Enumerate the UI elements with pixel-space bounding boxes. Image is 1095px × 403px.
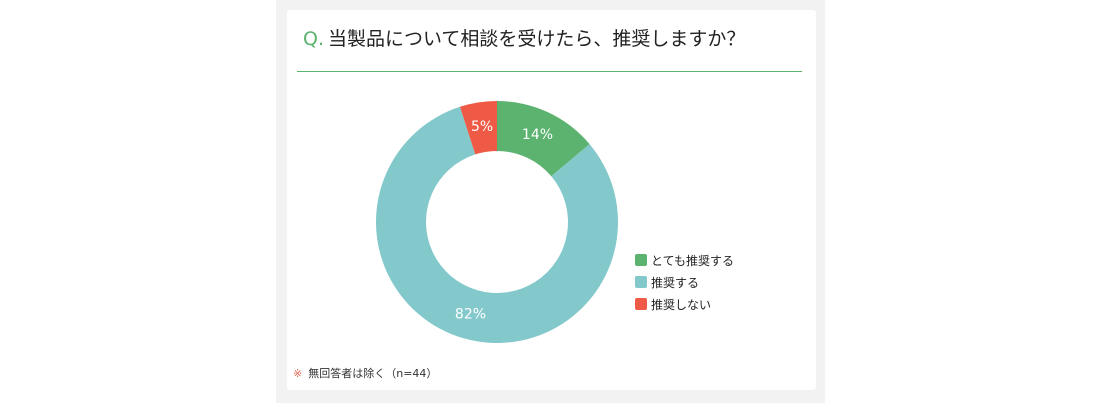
legend-item-not-recommend: 推奨しない: [635, 293, 734, 315]
legend: とても推奨する 推奨する 推奨しない: [635, 249, 734, 315]
legend-label-not-recommend: 推奨しない: [651, 297, 712, 312]
legend-item-very-recommend: とても推奨する: [635, 249, 734, 271]
footnote-text: 無回答者は除く（n=44）: [308, 367, 438, 380]
question-title: Q. 当製品について相談を受けたら、推奨しますか？: [303, 24, 745, 51]
slice-recommend: [376, 106, 618, 343]
footnote: ※ 無回答者は除く（n=44）: [293, 365, 437, 381]
chart-card: Q. 当製品について相談を受けたら、推奨しますか？ 14% 82% 5% とても推奨す…: [287, 10, 816, 390]
slice-not-recommend: [459, 101, 497, 155]
legend-swatch-not-recommend: [635, 298, 647, 310]
legend-label-very-recommend: とても推奨する: [651, 253, 735, 268]
question-text: 当製品について相談を受けたら、推奨しますか？: [328, 28, 746, 50]
slice-label-not-recommend: 5%: [471, 119, 493, 135]
donut-labels: 14% 82% 5%: [455, 119, 553, 322]
legend-item-recommend: 推奨する: [635, 271, 734, 293]
slice-label-recommend: 82%: [455, 306, 486, 322]
slice-very-recommend: [497, 101, 590, 177]
legend-swatch-recommend: [635, 276, 647, 288]
donut-chart: 14% 82% 5%: [376, 101, 618, 343]
question-prefix: Q.: [303, 28, 324, 50]
slice-label-very-recommend: 14%: [522, 127, 553, 143]
legend-label-recommend: 推奨する: [651, 275, 700, 290]
donut-slices: [376, 101, 618, 343]
footnote-mark: ※: [293, 367, 303, 380]
legend-swatch-very-recommend: [635, 254, 647, 266]
title-divider: [297, 71, 802, 72]
